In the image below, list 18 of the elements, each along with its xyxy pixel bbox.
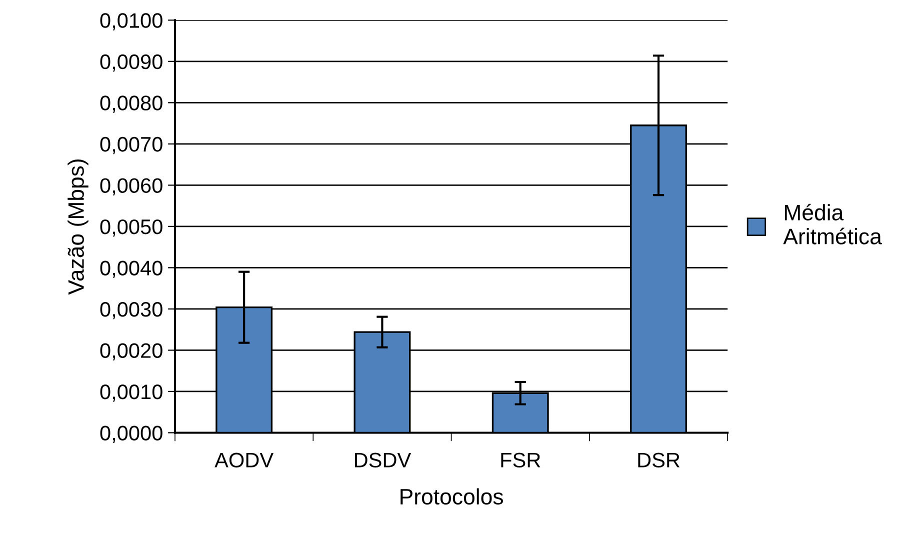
- y-tick-label: 0,0010: [100, 384, 162, 402]
- y-tick-label: 0,0060: [100, 178, 162, 196]
- y-tick-label: 0,0100: [100, 13, 162, 30]
- x-tick-label: DSDV: [354, 452, 412, 468]
- x-axis-title: Protocolos: [400, 488, 503, 505]
- y-tick-label: 0,0030: [100, 302, 162, 320]
- y-tick-label: 0,0050: [100, 219, 162, 237]
- y-tick-label: 0,0040: [100, 260, 162, 278]
- y-tick-label: 0,0080: [100, 96, 162, 113]
- legend-label: Média Aritmética: [783, 204, 882, 244]
- x-tick-label: DSR: [638, 452, 680, 468]
- y-tick-label: 0,0020: [100, 343, 162, 360]
- y-axis-title: Vazão (Mbps): [68, 159, 88, 295]
- x-tick-label: FSR: [501, 452, 540, 468]
- y-tick-label: 0,0000: [100, 426, 162, 443]
- x-tick-label: AODV: [214, 452, 274, 468]
- y-tick-label: 0,0090: [100, 54, 162, 72]
- y-tick-label: 0,0070: [100, 136, 162, 154]
